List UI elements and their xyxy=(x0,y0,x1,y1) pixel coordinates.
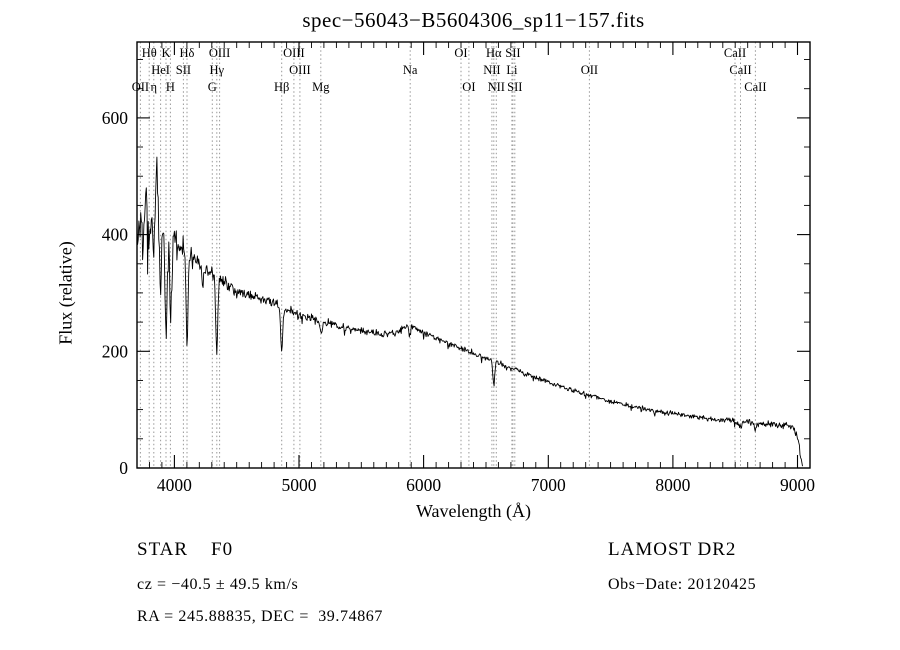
svg-text:4000: 4000 xyxy=(157,475,192,495)
svg-text:OII: OII xyxy=(581,63,598,77)
svg-text:SII: SII xyxy=(505,46,520,60)
svg-text:OIII: OIII xyxy=(209,46,231,60)
svg-text:OIII: OIII xyxy=(289,63,311,77)
survey-label: LAMOST DR2 xyxy=(608,539,737,560)
coordinates-label: RA = 245.88835, DEC = 39.74867 xyxy=(137,608,383,625)
svg-text:7000: 7000 xyxy=(531,475,566,495)
svg-text:400: 400 xyxy=(102,225,129,245)
x-axis-label: Wavelength (Å) xyxy=(415,501,531,521)
svg-text:Mg: Mg xyxy=(312,80,330,94)
y-axis-label: Flux (relative) xyxy=(55,241,76,345)
svg-text:200: 200 xyxy=(102,341,129,361)
cz-velocity-label: cz = −40.5 ± 49.5 km/s xyxy=(137,576,299,593)
svg-text:6000: 6000 xyxy=(406,475,441,495)
svg-text:9000: 9000 xyxy=(780,475,815,495)
svg-text:OI: OI xyxy=(454,46,467,60)
svg-text:Hδ: Hδ xyxy=(180,46,195,60)
svg-text:CaII: CaII xyxy=(724,46,746,60)
svg-text:Hθ: Hθ xyxy=(142,46,157,60)
svg-text:5000: 5000 xyxy=(282,475,317,495)
svg-text:SII: SII xyxy=(176,63,191,77)
svg-text:CaII: CaII xyxy=(744,80,766,94)
object-class-label: STAR F0 xyxy=(137,539,234,560)
svg-text:SII: SII xyxy=(507,80,522,94)
svg-text:NII: NII xyxy=(488,80,505,94)
svg-text:H: H xyxy=(166,80,175,94)
svg-text:Li: Li xyxy=(506,63,518,77)
obs-date-label: Obs−Date: 20120425 xyxy=(608,576,757,593)
svg-text:Hβ: Hβ xyxy=(274,80,289,94)
svg-text:η: η xyxy=(151,80,158,94)
svg-text:CaII: CaII xyxy=(729,63,751,77)
svg-text:NII: NII xyxy=(483,63,500,77)
svg-text:K: K xyxy=(161,46,170,60)
svg-text:OII: OII xyxy=(132,80,149,94)
svg-text:OIII: OIII xyxy=(283,46,305,60)
svg-text:Na: Na xyxy=(403,63,418,77)
svg-text:OI: OI xyxy=(462,80,475,94)
svg-text:8000: 8000 xyxy=(655,475,690,495)
svg-text:600: 600 xyxy=(102,108,129,128)
svg-text:Hγ: Hγ xyxy=(210,63,225,77)
svg-text:G: G xyxy=(208,80,217,94)
chart-title: spec−56043−B5604306_sp11−157.fits xyxy=(302,8,645,32)
svg-text:Hα: Hα xyxy=(486,46,502,60)
svg-text:HeI: HeI xyxy=(151,63,170,77)
svg-text:0: 0 xyxy=(119,458,128,478)
